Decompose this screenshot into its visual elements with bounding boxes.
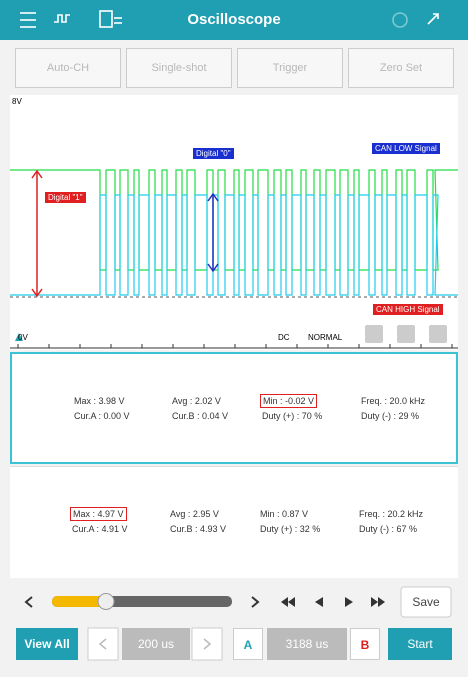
coupling: DC: [278, 333, 290, 342]
toolbar-button[interactable]: Auto-CH: [15, 48, 121, 88]
can-low-label: CAN LOW Signal: [372, 143, 440, 154]
toolbar-button[interactable]: Zero Set: [348, 48, 454, 88]
measure-value: Min : -0.02 V: [260, 394, 318, 408]
measure-panel: Max : 3.98 V Avg : 2.02 V Min : -0.02 V …: [10, 352, 458, 464]
measure-value: Duty (+) : 32 %: [260, 524, 321, 534]
measure-panel: Max : 4.97 V Avg : 2.95 V Min : 0.87 V F…: [10, 466, 458, 578]
scale-top-label: 8V: [12, 97, 22, 106]
measure-value: Cur.B : 0.04 V: [172, 411, 229, 421]
ground-marker: [15, 333, 23, 341]
digital-1-arrow: [31, 169, 43, 298]
page-title: Oscilloscope: [187, 11, 281, 28]
toolbar-button[interactable]: Trigger: [237, 48, 343, 88]
waveform: [10, 169, 458, 271]
measure-value: Duty (-) : 29 %: [361, 411, 420, 421]
measure-value: Avg : 2.02 V: [172, 396, 221, 406]
cursor-position: 3188 us: [267, 628, 347, 660]
measure-value: Duty (+) : 70 %: [262, 411, 323, 421]
waveform: [10, 194, 458, 296]
trigger-mode: NORMAL: [308, 333, 343, 342]
cursor-a-button[interactable]: A: [233, 628, 263, 660]
control-graphics: [24, 586, 452, 661]
measure-value: Avg : 2.95 V: [170, 509, 219, 519]
measure-value: Cur.A : 0.00 V: [74, 411, 130, 421]
header-icons: [20, 10, 439, 28]
digital-1-label: Digital "1": [45, 192, 86, 203]
measure-value: Cur.A : 4.91 V: [72, 524, 128, 534]
measure-value: Freq. : 20.0 kHz: [361, 396, 426, 406]
toolbar-button[interactable]: Single-shot: [126, 48, 232, 88]
measure-value: Cur.B : 4.93 V: [170, 524, 227, 534]
scale-bottom-label: 0V: [18, 333, 28, 342]
digital-0-arrow: [207, 192, 219, 273]
measure-value: Max : 3.98 V: [74, 396, 125, 406]
measure-value: Min : 0.87 V: [260, 509, 309, 519]
can-high-label: CAN HIGH Signal: [373, 304, 443, 315]
header-bar: [0, 0, 468, 40]
measure-value: Freq. : 20.2 kHz: [359, 509, 424, 519]
measure-value: Duty (-) : 67 %: [359, 524, 418, 534]
save-button[interactable]: Save: [412, 595, 440, 609]
time-div: 200 us: [122, 628, 190, 660]
digital-0-label: Digital "0": [193, 148, 234, 159]
cursor-b-button[interactable]: B: [350, 628, 380, 660]
measure-value: Max : 4.97 V: [70, 507, 127, 521]
start-button[interactable]: Start: [388, 628, 452, 660]
view-all-button[interactable]: View All: [16, 628, 78, 660]
